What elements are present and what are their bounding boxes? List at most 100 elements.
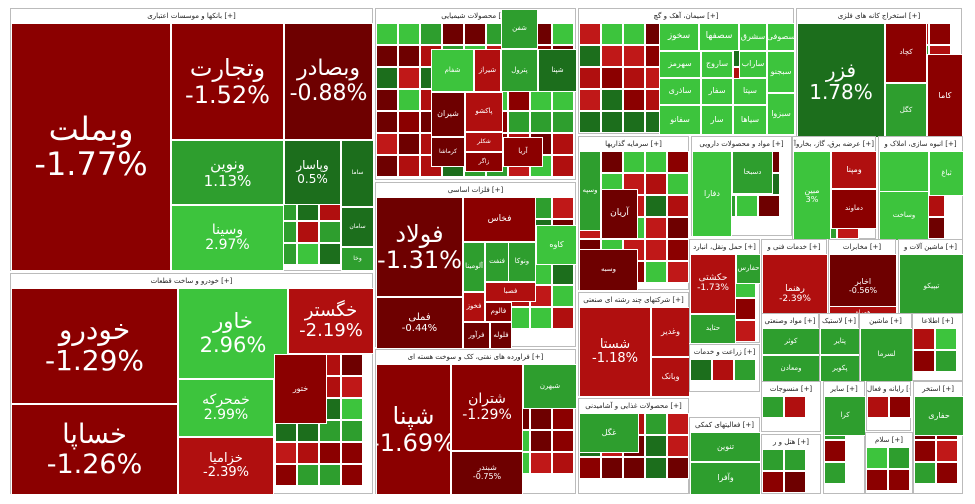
sector-title[interactable]: هتل و ر [+]: [773, 438, 809, 446]
ticker-tile-small[interactable]: [623, 23, 645, 45]
ticker-tile-small[interactable]: [319, 243, 341, 265]
ticker-tile-small[interactable]: [297, 442, 319, 464]
ticker-tile[interactable]: وساخت: [879, 191, 929, 241]
ticker-tile-small[interactable]: [623, 67, 645, 89]
ticker-tile-small[interactable]: [579, 67, 601, 89]
ticker-tile-small[interactable]: [530, 111, 552, 133]
ticker-tile-small[interactable]: [552, 133, 574, 155]
ticker-tile[interactable]: خساپا -1.26%: [11, 404, 178, 495]
ticker-tile-small[interactable]: [341, 354, 363, 376]
ticker-tile-small[interactable]: [762, 471, 784, 493]
ticker-tile-small[interactable]: [398, 23, 420, 45]
ticker-tile[interactable]: حتاید: [690, 314, 736, 344]
sector-invest[interactable]: سرمایه گذاریها [+] آریان وسبه وسپه: [578, 136, 689, 291]
ticker-tile[interactable]: سبجنو: [767, 51, 795, 93]
ticker-tile[interactable]: سشرق: [739, 23, 767, 51]
ticker-tile-small[interactable]: [579, 23, 601, 45]
ticker-tile-small[interactable]: [914, 462, 936, 484]
ticker-tile[interactable]: پتایر: [820, 328, 860, 355]
ticker-tile[interactable]: تیپیکو: [899, 254, 964, 319]
ticker-tile[interactable]: شبهرن: [523, 364, 577, 409]
ticker-tile[interactable]: ساذری: [659, 78, 701, 105]
ticker-tile-small[interactable]: [376, 23, 398, 45]
ticker-tile[interactable]: فرآور: [463, 322, 490, 349]
ticker-tile[interactable]: ومپنا: [831, 151, 877, 189]
ticker-tile[interactable]: وسپه: [579, 151, 601, 231]
ticker-tile-small[interactable]: [645, 195, 667, 217]
ticker-tile[interactable]: آریا: [503, 137, 543, 167]
sector-plastic[interactable]: لاستیک [+] پتایر پکویر: [819, 313, 860, 382]
ticker-tile[interactable]: ختور: [274, 354, 327, 424]
ticker-tile-small[interactable]: [867, 396, 889, 418]
ticker-tile-small[interactable]: [376, 89, 398, 111]
ticker-tile[interactable]: فخوز: [463, 292, 485, 322]
ticker-tile-small[interactable]: [552, 285, 574, 307]
ticker-tile[interactable]: شستا -1.18%: [579, 307, 651, 397]
ticker-tile-small[interactable]: [579, 111, 601, 133]
sector-title[interactable]: ماشین آلات و [+]: [903, 243, 958, 251]
ticker-tile-small[interactable]: [734, 298, 756, 320]
ticker-tile-small[interactable]: [667, 239, 689, 261]
ticker-tile-small[interactable]: [601, 151, 623, 173]
ticker-tile-small[interactable]: [784, 396, 806, 418]
ticker-tile-small[interactable]: [376, 67, 398, 89]
sector-otherfin[interactable]: سایر [+] کرا: [823, 381, 866, 494]
ticker-tile[interactable]: تنوین: [690, 432, 761, 462]
sector-realestate[interactable]: انبوه سازی، املاک و [+]ثروندثباغوساخت: [878, 136, 964, 241]
ticker-tile[interactable]: شبندر -0.75%: [451, 451, 523, 495]
ticker-tile[interactable]: فملی -0.44%: [376, 297, 463, 349]
sector-machine[interactable]: ماشین آلات و [+] تیپیکو: [898, 239, 964, 319]
ticker-tile-small[interactable]: [690, 359, 712, 381]
sector-telecom[interactable]: مخابرات [+] اخابر-0.56% همراه: [828, 239, 897, 320]
ticker-tile-small[interactable]: [601, 23, 623, 45]
sector-metal[interactable]: فلزات اساسی [+] فولاد -1.31% فملی -0.44% فخاس…: [375, 182, 577, 349]
ticker-tile-small[interactable]: [667, 435, 689, 457]
ticker-tile-small[interactable]: [579, 45, 601, 67]
ticker-tile[interactable]: حفاری: [914, 396, 964, 436]
ticker-tile-small[interactable]: [530, 89, 552, 111]
ticker-tile-small[interactable]: [888, 447, 910, 469]
ticker-tile[interactable]: دفارا: [692, 151, 732, 237]
ticker-tile[interactable]: سفانو: [659, 105, 701, 135]
ticker-tile[interactable]: سیتا: [733, 78, 767, 105]
ticker-tile[interactable]: پاکشو: [465, 92, 503, 132]
ticker-tile-small[interactable]: [552, 452, 574, 474]
ticker-tile-small[interactable]: [442, 23, 464, 45]
ticker-tile-small[interactable]: [341, 464, 363, 486]
ticker-tile-small[interactable]: [913, 328, 935, 350]
ticker-tile-small[interactable]: [275, 464, 297, 486]
sector-dairy[interactable]: استخر [+] حفاری: [913, 381, 964, 494]
ticker-tile[interactable]: ونوکا: [508, 242, 536, 282]
ticker-tile[interactable]: فنفت: [485, 242, 509, 282]
sector-title[interactable]: مواد وصنعتی [+]: [764, 317, 816, 325]
ticker-tile-small[interactable]: [623, 45, 645, 67]
ticker-tile-small[interactable]: [552, 89, 574, 111]
ticker-tile-small[interactable]: [530, 307, 552, 329]
ticker-tile-small[interactable]: [889, 396, 911, 418]
sector-info[interactable]: اطلاعا [+]: [912, 313, 963, 381]
ticker-tile[interactable]: فولاد -1.31%: [376, 197, 463, 297]
ticker-tile-small[interactable]: [341, 442, 363, 464]
ticker-tile-small[interactable]: [736, 195, 758, 217]
ticker-tile[interactable]: کوثر: [762, 328, 820, 355]
ticker-tile-small[interactable]: [464, 23, 486, 45]
ticker-tile[interactable]: ساراب: [739, 51, 767, 78]
ticker-tile[interactable]: سهرمز: [659, 51, 701, 78]
ticker-tile[interactable]: فزر 1.78%: [797, 23, 885, 138]
ticker-tile-small[interactable]: [645, 173, 667, 195]
ticker-tile-small[interactable]: [667, 173, 689, 195]
ticker-tile[interactable]: پکویر: [820, 355, 860, 382]
sector-auto[interactable]: خودرو و ساخت قطعات [+] خودرو -1.29% خساپا -1…: [10, 273, 374, 495]
sector-cement[interactable]: سیمان، آهک و گچ [+] سخوز سصفها سشرق ساروج سهر…: [578, 8, 795, 135]
ticker-tile-small[interactable]: [667, 151, 689, 173]
ticker-tile-small[interactable]: [552, 408, 574, 430]
ticker-tile-small[interactable]: [530, 430, 552, 452]
sector-leasing[interactable]: رایانه و فعال [+]: [866, 381, 911, 431]
ticker-tile-small[interactable]: [398, 45, 420, 67]
sector-title[interactable]: سرمایه گذاریها [+]: [605, 140, 662, 148]
ticker-tile[interactable]: خزامیا -2.39%: [178, 437, 274, 495]
ticker-tile-small[interactable]: [623, 89, 645, 111]
ticker-tile-small[interactable]: [297, 243, 319, 265]
ticker-tile-small[interactable]: [530, 408, 552, 430]
sector-oil[interactable]: فراورده های نفتی، کک و سوخت هسته ای [+] ش…: [375, 349, 577, 495]
